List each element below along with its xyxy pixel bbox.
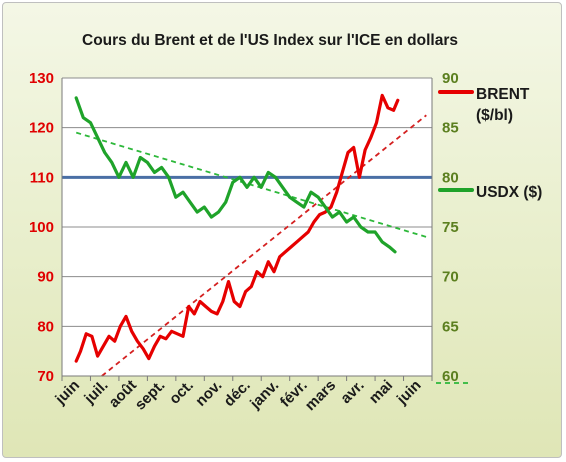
x-tick-label: déc. — [221, 377, 254, 410]
reference-lines — [62, 114, 432, 377]
left-tick-label: 80 — [37, 318, 54, 335]
legend-label-usdx: USDX ($) — [476, 184, 542, 201]
x-tick-label: sept. — [132, 377, 169, 414]
left-tick-label: 110 — [30, 169, 54, 186]
right-tick-label: 90 — [442, 70, 459, 87]
x-tick-label: mars — [302, 377, 339, 414]
x-tick-label: oct. — [166, 377, 197, 408]
x-tick-label: janv. — [246, 377, 282, 413]
right-tick-label: 75 — [442, 219, 459, 236]
right-tick-label: 60 — [442, 368, 459, 385]
series-line-usdx — [74, 96, 397, 254]
x-tick-label: juin — [393, 377, 425, 409]
x-tick-label: mai — [366, 377, 396, 407]
series-lines — [74, 93, 400, 363]
left-tick-label: 90 — [37, 269, 54, 286]
x-tick-label: juil. — [81, 377, 112, 408]
axes — [61, 78, 433, 381]
x-axis-ticks: juinjuil.aoûtsept.oct.nov.déc.janv.févr.… — [51, 377, 424, 414]
chart-title: Cours du Brent et de l'US Index sur l'IC… — [82, 32, 458, 49]
right-tick-label: 80 — [442, 169, 459, 186]
series-line-brent — [74, 93, 400, 363]
x-tick-label: avr. — [337, 377, 367, 407]
trend-line-left — [101, 114, 427, 377]
left-tick-label: 70 — [37, 368, 54, 385]
trend-line-right — [75, 131, 427, 238]
x-tick-label: juin — [51, 377, 83, 409]
left-axis-ticks: 70 80 90 100 110 120 130 — [29, 70, 54, 385]
legend-label-brent: ($/bl) — [476, 107, 513, 124]
legend: BRENT ($/bl) USDX ($) — [438, 86, 542, 201]
left-tick-label: 120 — [29, 120, 54, 137]
left-tick-label: 130 — [29, 70, 54, 87]
right-tick-label: 65 — [442, 318, 459, 335]
x-tick-label: nov. — [192, 377, 225, 410]
legend-label-brent: BRENT — [476, 86, 530, 103]
left-tick-label: 100 — [29, 219, 54, 236]
right-axis-ticks: 60 65 70 75 80 85 90 — [436, 70, 468, 385]
right-tick-label: 70 — [442, 269, 459, 286]
right-tick-label: 85 — [442, 120, 459, 137]
